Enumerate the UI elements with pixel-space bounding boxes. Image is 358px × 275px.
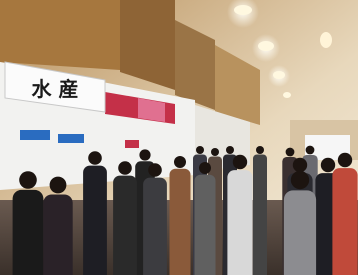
person-head (50, 177, 67, 194)
person-head (291, 171, 309, 189)
person-head (139, 149, 150, 160)
person-body (43, 194, 72, 275)
exhibition-hall-photo: 水 産 (0, 0, 358, 275)
person-body (332, 168, 357, 275)
blue-sign (58, 134, 84, 143)
chandelier (283, 92, 291, 98)
person-head (199, 162, 211, 174)
person-head (148, 163, 162, 177)
page: 水 産 (() => { const data = JSON.parse(doc… (0, 0, 358, 275)
person-head (211, 148, 219, 156)
chandelier (258, 41, 274, 51)
person-head (118, 161, 132, 175)
person-head (226, 146, 234, 154)
chandelier (273, 71, 285, 79)
person-head (286, 148, 295, 157)
blue-sign (20, 130, 50, 140)
person-head (174, 156, 186, 168)
small-sign (125, 140, 139, 148)
chandelier (320, 32, 332, 48)
person-head (256, 146, 264, 154)
person-body (83, 166, 107, 275)
person-body (170, 169, 191, 275)
person-head (293, 158, 307, 172)
person-body (227, 170, 252, 275)
main-sign-text: 水 産 (32, 77, 79, 101)
person-head (306, 146, 315, 155)
person-head (321, 158, 335, 172)
person-body (143, 178, 167, 275)
person-head (88, 151, 102, 165)
person-body (284, 190, 316, 275)
left-wall-panel (0, 0, 120, 70)
chandelier (234, 5, 252, 15)
person-head (19, 171, 37, 189)
person-body (253, 155, 267, 275)
person-head (233, 155, 247, 169)
person-body (13, 190, 44, 275)
person-head (196, 146, 204, 154)
person-head (338, 153, 352, 167)
person-body (113, 176, 137, 275)
person-body (195, 175, 216, 275)
